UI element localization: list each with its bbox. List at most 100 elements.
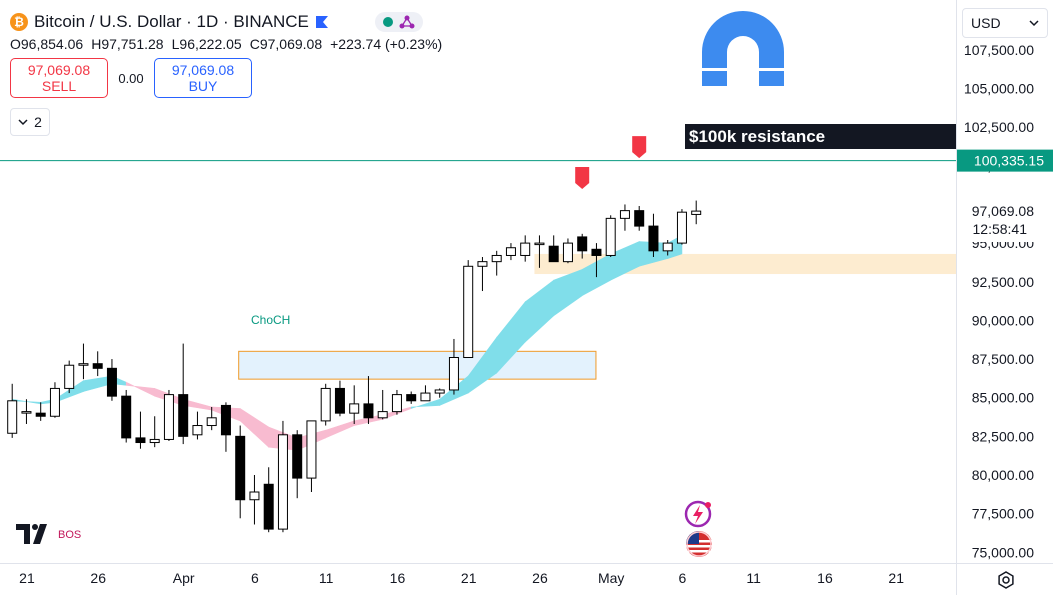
magnet-icon	[702, 11, 784, 87]
candle[interactable]	[292, 434, 303, 479]
candle[interactable]	[192, 425, 203, 436]
candle[interactable]	[263, 483, 274, 530]
time-tick-label: 11	[746, 570, 761, 586]
candle[interactable]	[434, 389, 445, 394]
candle[interactable]	[178, 394, 189, 437]
time-tick-label: Apr	[173, 570, 195, 586]
price-tick-label: 102,500.00	[964, 119, 1034, 135]
candle[interactable]	[49, 387, 60, 417]
bos-label: BOS	[58, 529, 81, 541]
order-block-zone[interactable]	[238, 350, 597, 380]
buy-price: 97,069.08	[171, 62, 235, 78]
candle[interactable]	[605, 217, 616, 256]
candle[interactable]	[235, 435, 246, 501]
buy-label: BUY	[188, 78, 218, 94]
chart-header: ₿ Bitcoin / U.S. Dollar · 1D · BINANCE O…	[10, 10, 442, 136]
candle[interactable]	[676, 211, 687, 244]
candle[interactable]	[320, 387, 331, 422]
candle[interactable]	[149, 438, 160, 444]
time-tick-label: 26	[90, 570, 106, 586]
settings-icon[interactable]	[996, 570, 1016, 590]
candle[interactable]	[662, 242, 673, 252]
candle[interactable]	[463, 265, 474, 359]
spread-value: 0.00	[118, 70, 144, 86]
candle[interactable]	[548, 245, 559, 263]
candle[interactable]	[163, 394, 174, 440]
candle[interactable]	[121, 395, 132, 439]
current-price-tag[interactable]	[957, 196, 1053, 242]
candle[interactable]	[349, 403, 360, 414]
candle[interactable]	[363, 403, 374, 419]
candle[interactable]	[591, 248, 602, 256]
resistance-price-tag[interactable]	[957, 149, 1053, 172]
chevron-down-icon	[1029, 20, 1039, 27]
candle[interactable]	[634, 210, 645, 227]
candle[interactable]	[520, 242, 531, 256]
candle[interactable]	[7, 400, 18, 434]
price-tick-label: 80,000.00	[972, 467, 1034, 483]
price-tick-label: 75,000.00	[972, 544, 1034, 560]
candle[interactable]	[391, 394, 402, 413]
time-tick-label: 16	[390, 570, 406, 586]
candle[interactable]	[220, 404, 231, 436]
candle[interactable]	[491, 254, 502, 263]
candle[interactable]	[92, 363, 103, 369]
candle[interactable]	[377, 411, 388, 419]
flag-icon[interactable]	[315, 15, 329, 29]
candle[interactable]	[420, 392, 431, 402]
candle[interactable]	[106, 367, 117, 397]
candle[interactable]	[334, 387, 345, 414]
candle[interactable]	[21, 411, 32, 414]
resistance-price-label: 100,335.15	[974, 153, 1044, 169]
sell-price: 97,069.08	[27, 62, 91, 78]
sell-label: SELL	[41, 78, 77, 94]
time-tick-label: 21	[461, 570, 477, 586]
price-tick-label: 87,500.00	[972, 351, 1034, 367]
price-tick-label: 105,000.00	[964, 81, 1034, 97]
candle[interactable]	[534, 242, 545, 246]
price-tick-label: 77,500.00	[972, 506, 1034, 522]
us-flag-icon[interactable]	[686, 531, 712, 557]
symbol-title[interactable]: Bitcoin / U.S. Dollar · 1D · BINANCE	[34, 12, 309, 31]
status-pill[interactable]	[374, 12, 423, 32]
buy-button[interactable]: 97,069.08 BUY	[154, 58, 252, 98]
price-tick-label: 90,000.00	[972, 312, 1034, 328]
price-tick-label: 107,500.00	[964, 42, 1034, 58]
news-bolt-icon[interactable]	[684, 500, 712, 528]
down-arrow-marker[interactable]	[632, 136, 647, 159]
candle[interactable]	[562, 242, 573, 263]
candle[interactable]	[135, 437, 146, 444]
candle[interactable]	[577, 236, 588, 252]
low-value: 96,222.05	[179, 36, 242, 52]
time-tick-label: 11	[319, 570, 334, 586]
candle[interactable]	[691, 210, 702, 215]
candle[interactable]	[277, 434, 288, 530]
candle[interactable]	[619, 210, 630, 219]
indicators-toggle-button[interactable]: 2	[10, 108, 50, 136]
candle[interactable]	[35, 412, 46, 417]
sell-button[interactable]: 97,069.08 SELL	[10, 58, 108, 98]
candle[interactable]	[448, 357, 459, 391]
resistance-label-box[interactable]	[685, 124, 956, 149]
candle[interactable]	[78, 363, 89, 366]
candle[interactable]	[406, 394, 417, 402]
candle[interactable]	[648, 225, 659, 252]
price-tick-label: 82,500.00	[972, 428, 1034, 444]
candle[interactable]	[249, 491, 260, 501]
currency-select[interactable]: USD	[962, 8, 1048, 38]
time-tick-label: 21	[888, 570, 904, 586]
price-tick-label: 92,500.00	[972, 274, 1034, 290]
market-status-dot	[382, 17, 393, 27]
down-arrow-marker[interactable]	[575, 166, 590, 189]
candle[interactable]	[64, 364, 75, 389]
time-tick-label: 6	[679, 570, 687, 586]
candle[interactable]	[306, 420, 317, 479]
tradingview-logo[interactable]	[16, 524, 52, 544]
candle[interactable]	[505, 247, 516, 256]
current-price-label: 97,069.08	[972, 203, 1034, 219]
candle[interactable]	[206, 417, 217, 427]
candle[interactable]	[477, 261, 488, 267]
open-value: 96,854.06	[20, 36, 84, 52]
high-label: H	[91, 36, 102, 52]
choch-label: ChoCH	[251, 313, 290, 327]
